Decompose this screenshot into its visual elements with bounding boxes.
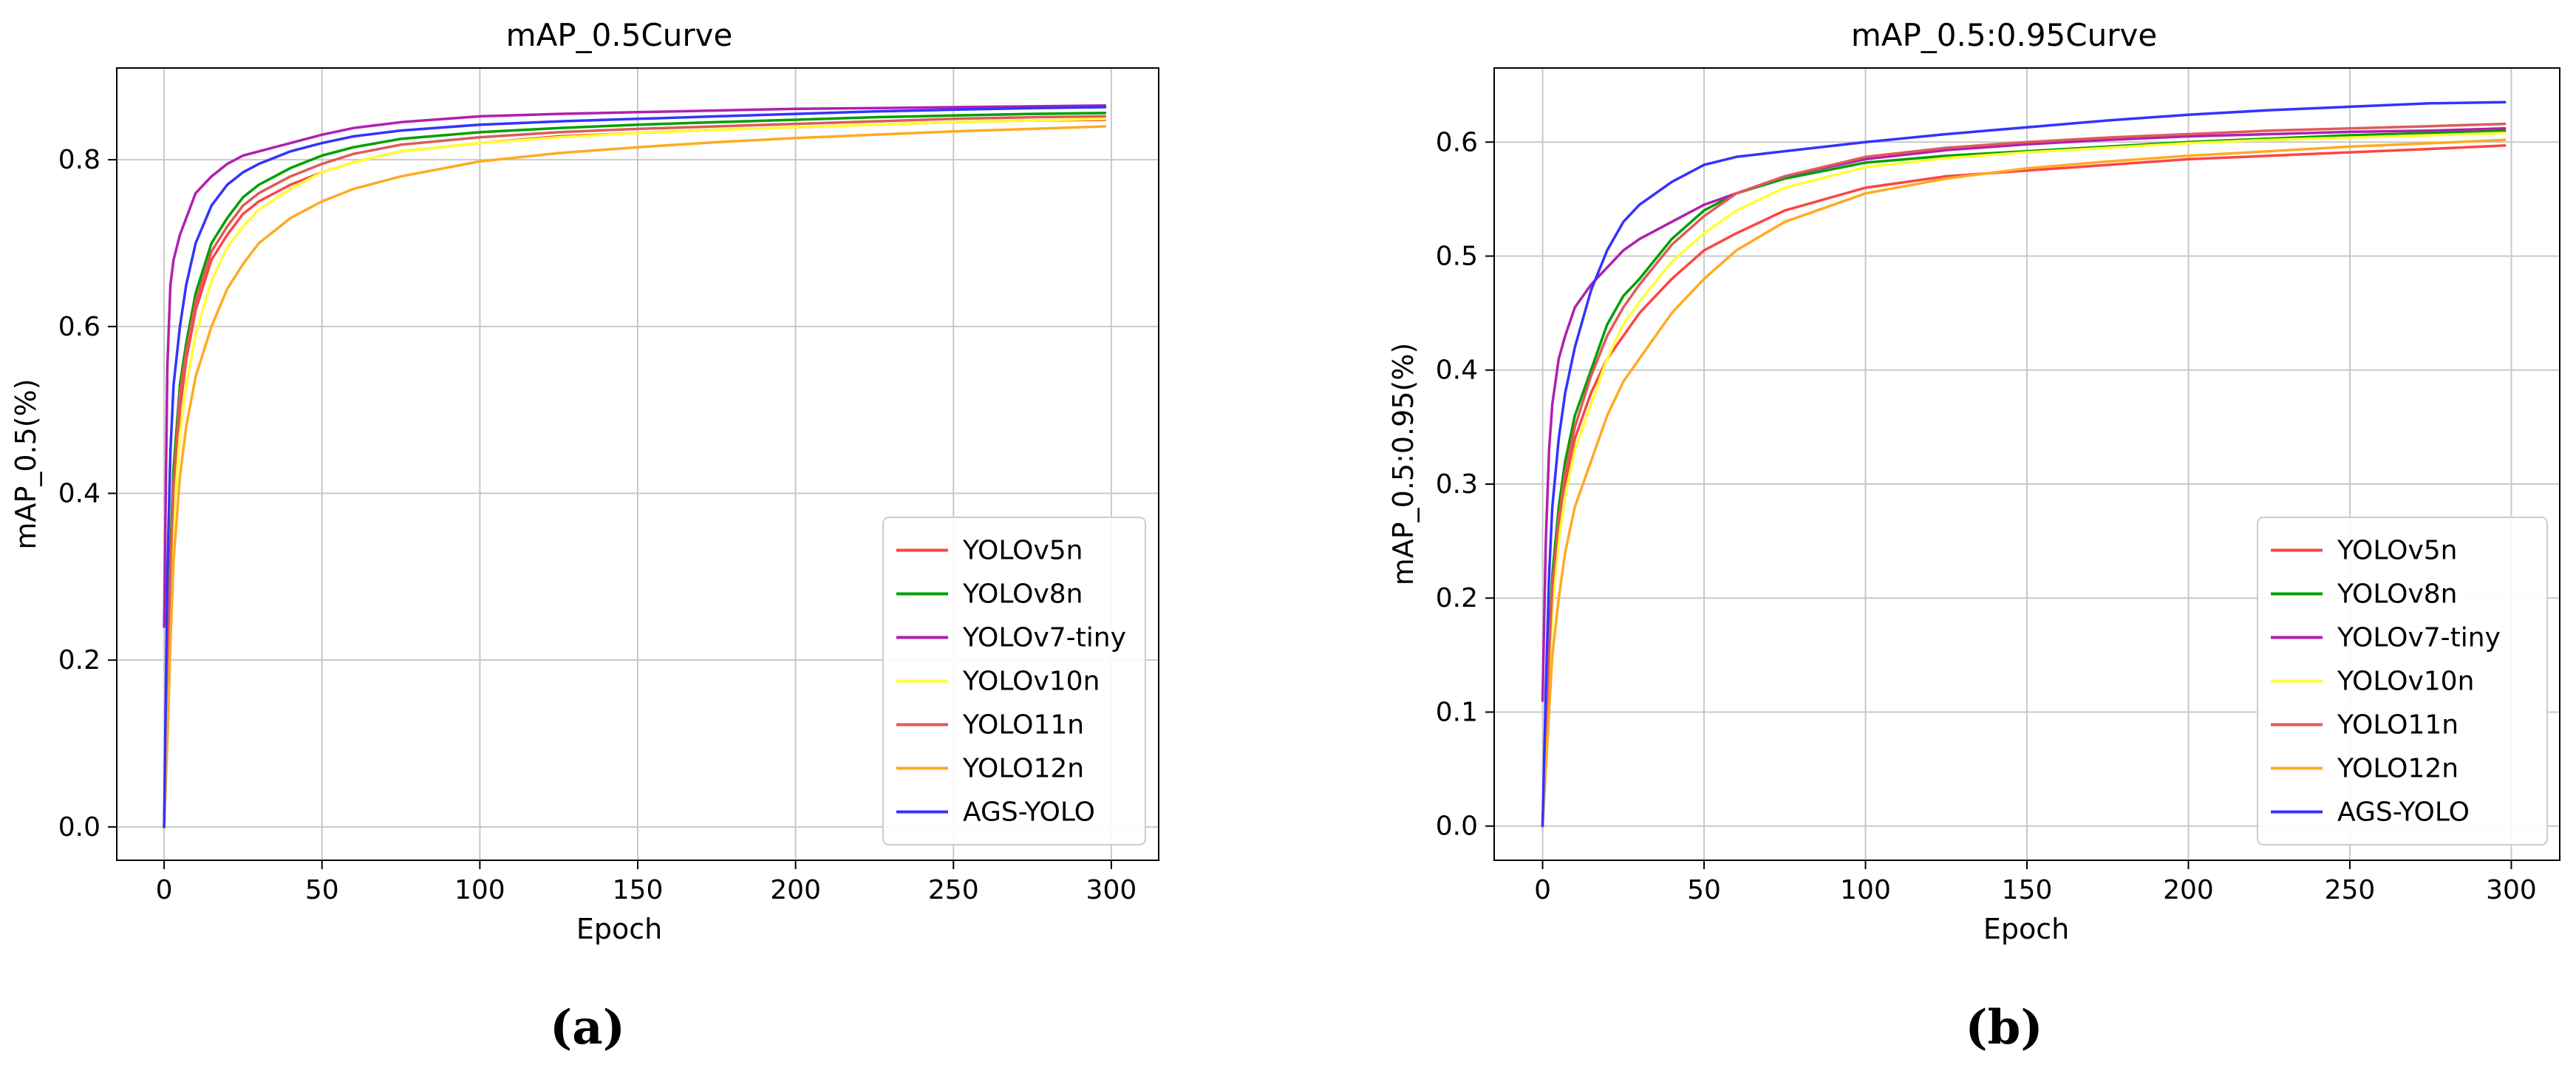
panel-caption: (a) (550, 1000, 625, 1055)
x-tick-label: 300 (2486, 875, 2537, 905)
series-line-yolov10n (163, 118, 1107, 828)
series-line-yolov7-tiny (163, 104, 1107, 628)
series-line-yolo11n (1541, 122, 2507, 828)
chart-title: mAP_0.5:0.95Curve (1851, 17, 2157, 53)
grid (1494, 68, 2560, 860)
y-tick-label: 0.2 (1436, 583, 1478, 613)
panel-caption: (b) (1965, 1000, 2042, 1055)
legend-box (882, 517, 1146, 845)
legend-label: YOLOv8n (962, 579, 1083, 610)
y-tick-label: 0.6 (1436, 127, 1478, 157)
series-line-yolo12n (163, 125, 1107, 828)
legend-label: YOLO11n (962, 710, 1084, 741)
y-tick-label: 0.3 (1436, 469, 1478, 500)
y-tick-label: 0.2 (58, 645, 100, 676)
y-tick-label: 0.6 (58, 312, 100, 342)
axis-ticks: 0 50 100 150 200 250 300 0.0 0.1 0.2 0.3 0.4 0.5 0.6 (1436, 127, 2537, 905)
series-line-ags-yolo (163, 106, 1107, 828)
x-tick-label: 100 (1840, 875, 1891, 905)
x-tick-label: 0 (156, 875, 173, 905)
series-lines (163, 104, 1107, 828)
y-tick-label: 0.4 (1436, 355, 1478, 386)
legend-label: YOLOv5n (2337, 536, 2458, 566)
x-tick-label: 150 (2002, 875, 2053, 905)
x-tick-label: 0 (1534, 875, 1551, 905)
legend-label: YOLOv8n (2337, 579, 2458, 610)
x-tick-label: 250 (2325, 875, 2376, 905)
legend: YOLOv5n YOLOv8n YOLOv7-tiny YOLOv10n YOLO11n… (2257, 517, 2548, 845)
x-tick-label: 150 (613, 875, 664, 905)
y-tick-label: 0.1 (1436, 697, 1478, 727)
series-line-yolo11n (163, 115, 1107, 828)
x-axis-label: Epoch (576, 913, 662, 945)
legend-label: YOLO12n (2337, 754, 2459, 784)
y-tick-label: 0.5 (1436, 242, 1478, 272)
legend-label: AGS-YOLO (963, 797, 1095, 828)
y-tick-label: 0.0 (1436, 811, 1478, 842)
legend-label: YOLOv10n (962, 667, 1100, 697)
y-axis-label: mAP_0.5:0.95(%) (1387, 343, 1420, 586)
series-lines (1541, 101, 2507, 828)
series-line-yolov7-tiny (1541, 126, 2507, 702)
y-tick-label: 0.4 (58, 478, 100, 508)
x-tick-label: 250 (928, 875, 979, 905)
x-tick-label: 100 (454, 875, 505, 905)
legend-label: YOLOv5n (962, 536, 1083, 566)
x-tick-label: 50 (305, 875, 339, 905)
x-tick-label: 300 (1086, 875, 1137, 905)
legend-label: YOLOv7-tiny (962, 623, 1126, 653)
x-tick-label: 50 (1687, 875, 1721, 905)
legend-box (2257, 517, 2548, 845)
legend-label: YOLOv10n (2337, 667, 2474, 697)
legend-label: YOLO12n (962, 754, 1084, 784)
chart-panel-b: mAP_0.5:0.95Curve 0 50 100 150 200 250 3000.00… (1387, 17, 2560, 1055)
series-line-yolov10n (1541, 132, 2507, 828)
axis-ticks: 0 50 100 150 200 250 300 0.0 0.2 0.4 0.6 0.8 (58, 145, 1137, 905)
x-tick-label: 200 (770, 875, 821, 905)
chart-title: mAP_0.5Curve (506, 17, 733, 53)
legend-label: YOLOv7-tiny (2337, 623, 2501, 653)
series-line-ags-yolo (1541, 101, 2507, 828)
series-line-yolo12n (1541, 138, 2507, 828)
x-axis-label: Epoch (1983, 913, 2069, 945)
x-tick-label: 200 (2163, 875, 2214, 905)
legend: YOLOv5n YOLOv8n YOLOv7-tiny YOLOv10n YOLO11n… (882, 517, 1146, 845)
y-tick-label: 0.0 (58, 812, 100, 843)
legend-label: AGS-YOLO (2337, 797, 2470, 828)
y-tick-label: 0.8 (58, 145, 100, 175)
chart-panel-a: mAP_0.5Curve 0 50 100 150 200 250 300 0.0 0.2 0.4… (10, 17, 1159, 1055)
legend-label: YOLO11n (2337, 710, 2459, 741)
y-axis-label: mAP_0.5(%) (10, 378, 42, 549)
